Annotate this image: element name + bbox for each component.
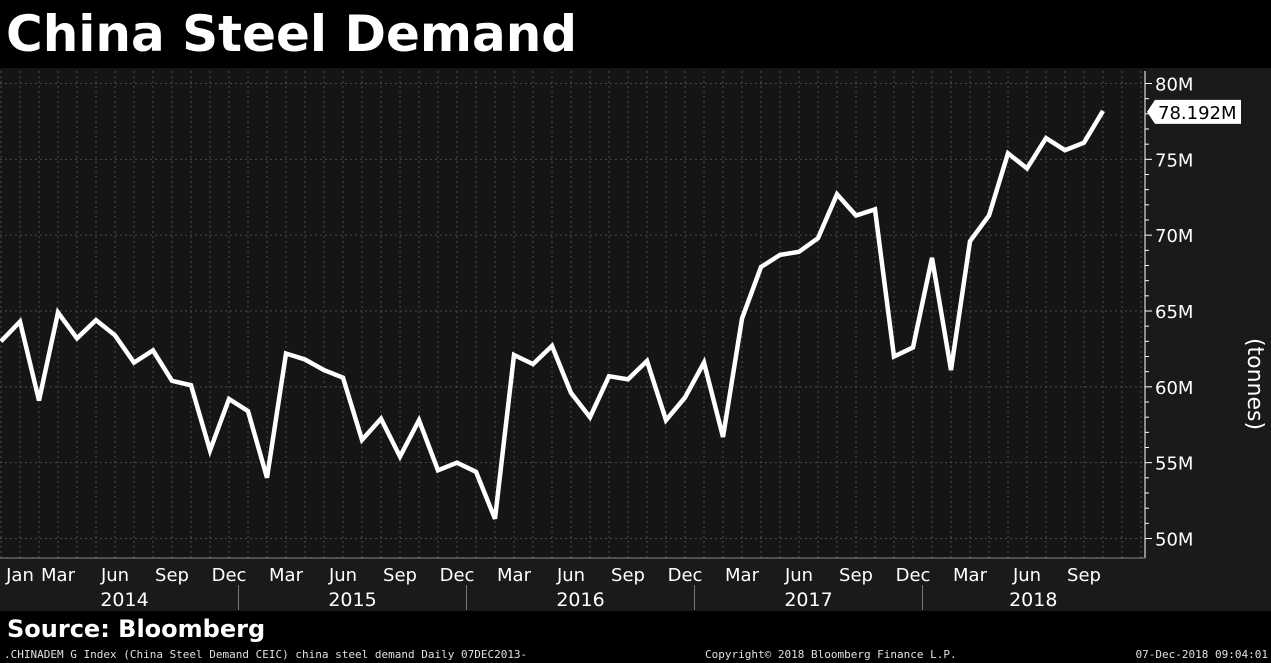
footer-timestamp: 07-Dec-2018 09:04:01 [1135, 648, 1268, 661]
x-tick-label: Jun [556, 565, 585, 586]
x-tick-label: Dec [896, 565, 931, 586]
x-year-label: 2017 [784, 589, 832, 611]
footer-copyright: Copyright© 2018 Bloomberg Finance L.P. [705, 648, 957, 661]
chart-title: China Steel Demand [6, 5, 578, 63]
x-tick-label: Jun [328, 565, 357, 586]
line-chart: 50M 55M 60M 65M 70M 75M 80M (tonnes) Jan Mar Jun Se… [0, 68, 1267, 611]
last-value-label: 78.192M [1158, 103, 1237, 124]
x-year-label: 2018 [1009, 589, 1057, 611]
x-year-label: 2015 [328, 589, 376, 611]
x-year-label: 2016 [556, 589, 604, 611]
x-tick-label: Mar [953, 565, 988, 586]
y-tick-label: 60M [1155, 378, 1193, 399]
x-tick-label: Jun [1012, 565, 1041, 586]
x-tick-label: Sep [155, 565, 189, 586]
x-tick-label: Mar [41, 565, 76, 586]
y-tick-label: 65M [1155, 302, 1193, 323]
x-tick-label: Jun [784, 565, 813, 586]
y-tick-label: 55M [1155, 454, 1193, 475]
x-tick-label: Mar [269, 565, 304, 586]
chart-area: 50M 55M 60M 65M 70M 75M 80M (tonnes) Jan Mar Jun Se… [0, 68, 1271, 611]
y-tick-label: 75M [1155, 150, 1193, 171]
last-value-box [1147, 99, 1241, 124]
footer-index-info: .CHINADEM G Index (China Steel Demand CE… [4, 648, 528, 661]
x-tick-label: Sep [839, 565, 873, 586]
x-tick-label: Jan [5, 565, 34, 586]
x-tick-label: Dec [440, 565, 475, 586]
y-axis-label: (tonnes) [1242, 338, 1267, 430]
x-tick-label: Dec [212, 565, 247, 586]
x-tick-label: Sep [611, 565, 645, 586]
y-tick-label: 70M [1155, 226, 1193, 247]
footer-bar: .CHINADEM G Index (China Steel Demand CE… [0, 646, 1271, 663]
y-tick-label: 50M [1155, 530, 1193, 551]
x-tick-label: Sep [383, 565, 417, 586]
last-value-tag: 78.192M [1147, 99, 1241, 124]
x-tick-label: Jun [100, 565, 129, 586]
grid [0, 71, 1144, 558]
x-tick-label: Dec [668, 565, 703, 586]
y-tick-label: 80M [1155, 75, 1193, 96]
x-tick-label: Mar [497, 565, 532, 586]
x-year-label: 2014 [100, 589, 148, 611]
source-label: Source: Bloomberg [7, 615, 266, 643]
x-tick-label: Sep [1067, 565, 1101, 586]
x-tick-label: Mar [725, 565, 760, 586]
